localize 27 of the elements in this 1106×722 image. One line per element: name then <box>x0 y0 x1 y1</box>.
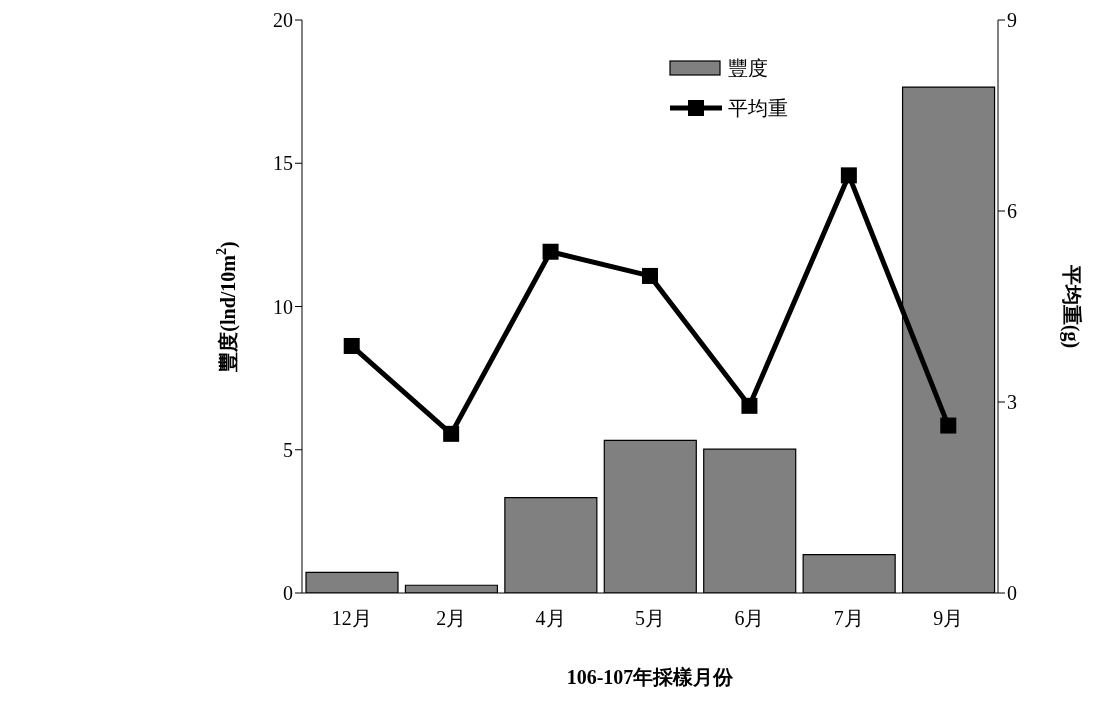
point <box>642 267 658 284</box>
point <box>343 337 360 354</box>
point <box>443 425 460 442</box>
point <box>741 397 758 414</box>
y2-tick-label: 6 <box>1007 200 1017 223</box>
y2-tick-label: 9 <box>1007 9 1017 32</box>
legend-label: 豐度 <box>728 55 768 81</box>
point <box>940 417 957 434</box>
legend-label: 平均重 <box>728 95 788 121</box>
y-tick-label: 5 <box>283 438 293 461</box>
y-tick-label: 0 <box>283 582 293 605</box>
point <box>840 167 857 184</box>
y2-axis-title: 平均重(g) <box>1060 263 1084 349</box>
point <box>542 243 559 260</box>
x-tick-label: 2月 <box>436 607 467 630</box>
y-tick-label: 20 <box>273 9 293 32</box>
x-tick-label: 7月 <box>833 607 864 630</box>
y2-tick-label: 0 <box>1007 582 1017 605</box>
y2-tick-label: 3 <box>1007 391 1017 414</box>
x-tick-label: 6月 <box>734 607 765 630</box>
y-tick-label: 15 <box>273 152 293 175</box>
x-axis-title: 106-107年採樣月份 <box>566 665 735 688</box>
x-tick-label: 12月 <box>331 607 372 630</box>
x-tick-label: 9月 <box>933 607 964 630</box>
y-tick-label: 10 <box>273 295 293 318</box>
x-tick-label: 5月 <box>635 607 665 630</box>
x-tick-label: 4月 <box>535 607 566 630</box>
